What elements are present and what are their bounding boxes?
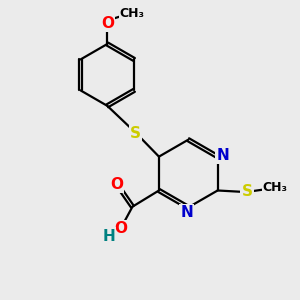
Text: N: N	[217, 148, 229, 163]
Text: O: O	[114, 221, 127, 236]
Text: S: S	[130, 126, 141, 141]
Text: CH₃: CH₃	[120, 7, 145, 20]
Text: O: O	[101, 16, 114, 31]
Text: O: O	[110, 177, 123, 192]
Text: S: S	[242, 184, 253, 200]
Text: H: H	[103, 229, 115, 244]
Text: N: N	[180, 205, 193, 220]
Text: CH₃: CH₃	[262, 181, 287, 194]
